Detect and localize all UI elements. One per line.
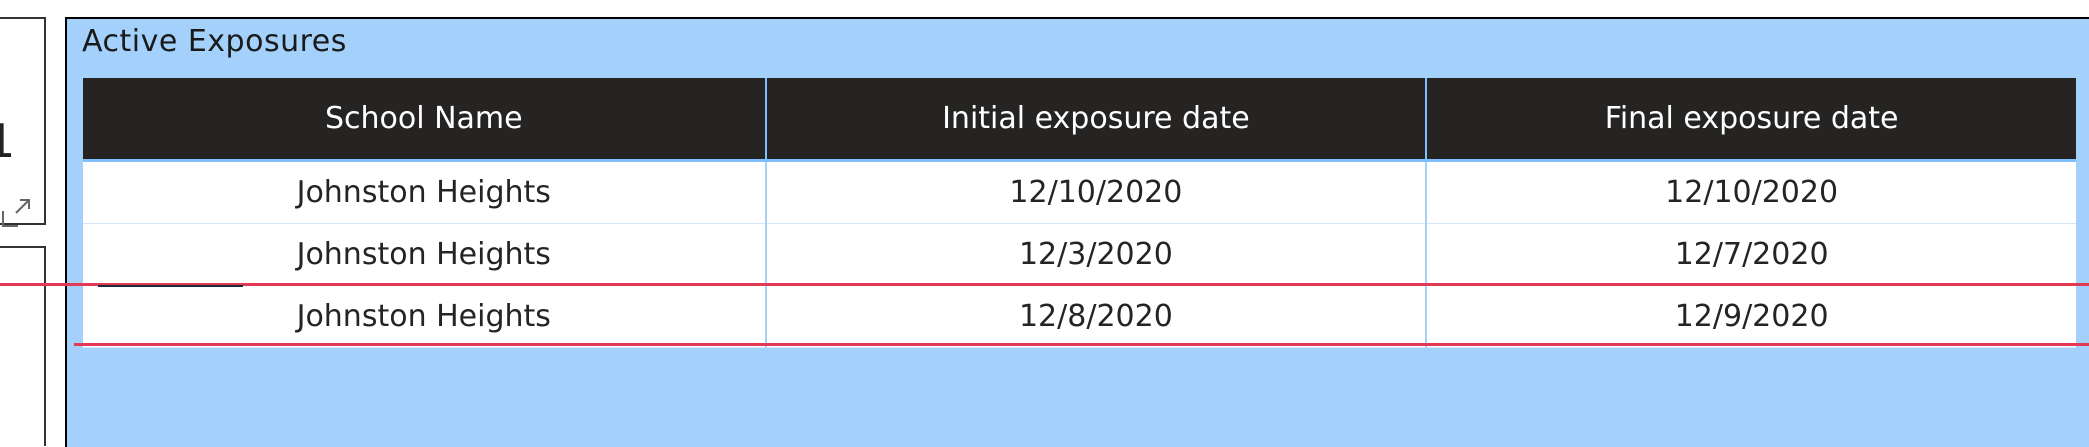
table-header-row: School Name Initial exposure date Final …: [83, 78, 2076, 162]
cell-school-name: Johnston Heights: [83, 223, 766, 286]
column-header-final-exposure-date[interactable]: Final exposure date: [1425, 78, 2076, 162]
table-row[interactable]: Johnston Heights 12/3/2020 12/7/2020: [83, 223, 2076, 286]
red-annotation-line-bottom: [74, 343, 2089, 346]
column-header-school-name[interactable]: School Name: [83, 78, 766, 162]
cell-school-name: Johnston Heights: [83, 160, 766, 224]
active-exposures-visual[interactable]: Active Exposures School Name Initial exp…: [65, 17, 2089, 447]
left-card-bottom[interactable]: [0, 246, 46, 446]
red-annotation-line-top: [0, 283, 2089, 286]
cell-final-exposure-date: 12/7/2020: [1425, 223, 2076, 286]
selection-underline: [98, 285, 243, 287]
cell-initial-exposure-date: 12/3/2020: [764, 223, 1427, 286]
left-card-top[interactable]: 1: [0, 17, 46, 225]
cell-final-exposure-date: 12/10/2020: [1425, 160, 2076, 224]
column-header-initial-exposure-date[interactable]: Initial exposure date: [764, 78, 1427, 162]
cell-initial-exposure-date: 12/10/2020: [764, 160, 1427, 224]
cell-initial-exposure-date: 12/8/2020: [764, 285, 1427, 348]
visual-title: Active Exposures: [82, 24, 347, 59]
cell-school-name: Johnston Heights: [83, 285, 766, 348]
focus-mode-icon[interactable]: [0, 197, 32, 229]
table-row[interactable]: Johnston Heights 12/10/2020 12/10/2020: [83, 160, 2076, 224]
cell-final-exposure-date: 12/9/2020: [1425, 285, 2076, 348]
card-value: 1: [0, 114, 16, 168]
exposures-table[interactable]: School Name Initial exposure date Final …: [83, 78, 2076, 348]
table-row[interactable]: Johnston Heights 12/8/2020 12/9/2020: [83, 285, 2076, 348]
